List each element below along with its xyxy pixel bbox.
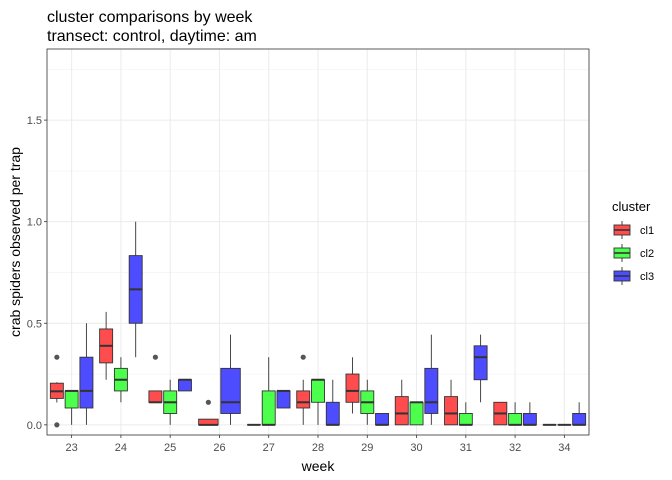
legend-label: cl1 [640, 225, 654, 237]
outlier-point [152, 354, 158, 360]
x-tick-label: 24 [115, 442, 127, 454]
box-cl1-week-31 [444, 379, 458, 426]
legend-key-cl3: cl3 [612, 266, 654, 286]
box-body [473, 345, 488, 381]
outlier-point [54, 354, 60, 360]
box-cl2-week-29 [360, 379, 375, 425]
y-tick-label: 1.0 [27, 217, 42, 229]
box-body [79, 356, 94, 409]
y-tick-label: 0.5 [27, 318, 42, 330]
box-body [345, 373, 360, 403]
box-body [572, 413, 587, 426]
box-body [458, 413, 473, 426]
box-body [424, 367, 439, 414]
x-tick-label: 29 [361, 442, 373, 454]
outlier-point [205, 399, 211, 405]
x-tick-label: 27 [263, 442, 275, 454]
box-cl3-week-28 [325, 379, 340, 426]
box-cl3-week-25 [178, 378, 192, 392]
x-tick-label: 23 [66, 442, 78, 454]
box-cl1-week-26 [198, 399, 219, 426]
x-tick-label: 34 [558, 442, 570, 454]
box-cl1-week-23 [49, 354, 64, 428]
box-body [296, 390, 311, 409]
box-groups [49, 221, 587, 428]
chart-subtitle: transect: control, daytime: am [47, 28, 257, 45]
x-tick-label: 26 [213, 442, 225, 454]
box-body [178, 379, 192, 392]
box-cl1-week-24 [99, 311, 114, 380]
box-body [261, 390, 276, 426]
outlier-point [54, 422, 60, 428]
box-body [325, 401, 340, 426]
box-body [148, 390, 163, 403]
x-axis-title: week [301, 458, 336, 474]
y-tick-label: 1.5 [27, 115, 42, 127]
legend: cluster cl1 cl2 cl3 [612, 199, 654, 286]
legend-key-cl2: cl2 [612, 243, 654, 263]
box-cl3-week-26 [220, 334, 241, 425]
box-cl3-week-31 [473, 334, 488, 403]
box-cl1-week-25 [148, 354, 163, 404]
x-tick-label: 30 [410, 442, 422, 454]
chart-title: cluster comparisons by week [47, 9, 253, 26]
box-cl2-week-24 [113, 357, 128, 403]
box-body [311, 379, 325, 403]
box-cl3-week-23 [79, 323, 94, 425]
x-tick-label: 28 [312, 442, 324, 454]
box-body [409, 401, 424, 426]
box-body [220, 367, 241, 414]
outlier-point [300, 354, 306, 360]
box-cl1-week-30 [394, 379, 409, 426]
x-tick-label: 32 [509, 442, 521, 454]
x-axis: 23 24 25 26 27 28 29 30 31 32 34 [66, 435, 570, 454]
x-tick-label: 25 [164, 442, 176, 454]
box-cl3-week-27 [276, 389, 291, 409]
box-cl1-week-32 [493, 401, 508, 426]
box-cl2-week-32 [508, 402, 523, 426]
box-body [64, 390, 79, 409]
box-body [508, 413, 523, 426]
box-body [394, 396, 409, 426]
box-body [375, 413, 390, 426]
box-cl3-week-29 [375, 413, 390, 426]
box-cl1-week-29 [345, 357, 360, 414]
box-cl2-week-25 [163, 379, 178, 425]
legend-label: cl3 [640, 271, 654, 283]
y-tick-label: 0.0 [27, 420, 42, 432]
y-axis-title: crab spiders observed per trap [7, 147, 23, 337]
box-body [444, 396, 458, 426]
legend-label: cl2 [640, 248, 654, 260]
box-cl2-week-27 [261, 357, 276, 426]
box-body [276, 390, 291, 409]
box-cl3-week-34 [572, 402, 587, 426]
legend-title: cluster [612, 199, 651, 214]
box-cl2-week-23 [64, 389, 79, 425]
legend-key-cl1: cl1 [612, 220, 654, 240]
box-body [522, 413, 537, 426]
y-axis: 0.0 0.5 1.0 1.5 [27, 115, 47, 432]
box-cl2-week-28 [311, 378, 325, 425]
box-cl1-week-28 [296, 354, 311, 425]
box-cl3-week-32 [522, 402, 537, 426]
box-cl3-week-24 [128, 221, 143, 358]
x-tick-label: 31 [460, 442, 472, 454]
box-cl2-week-30 [409, 401, 424, 426]
box-cl3-week-30 [424, 334, 439, 425]
box-cl2-week-31 [458, 402, 473, 426]
